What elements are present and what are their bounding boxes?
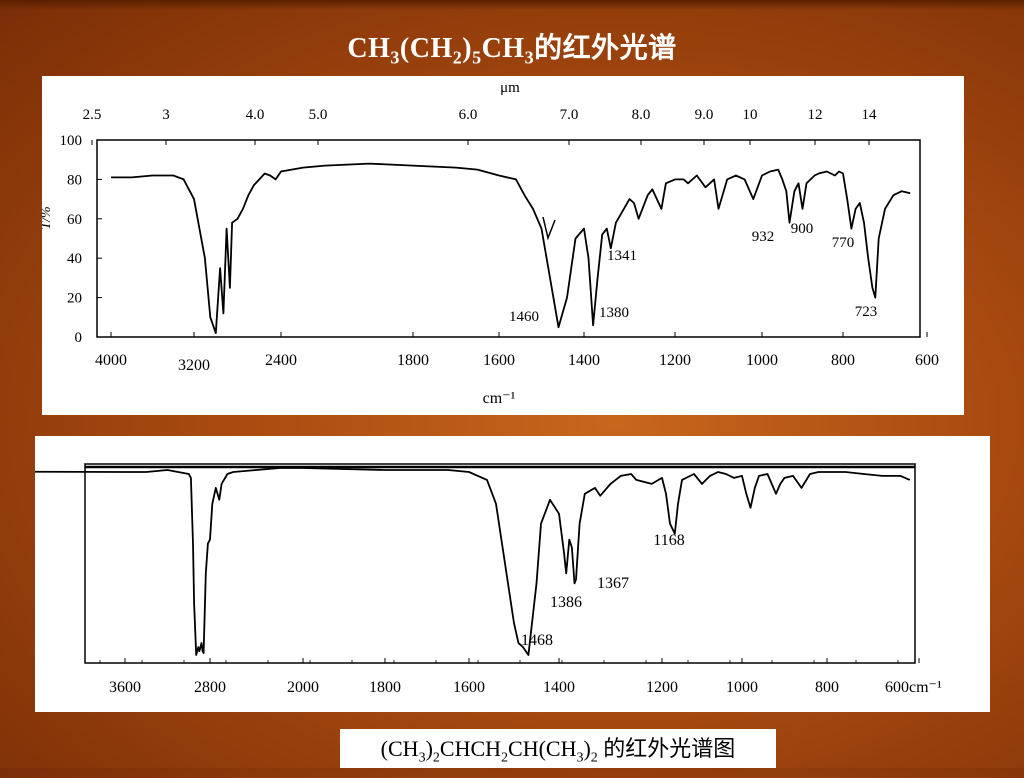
x-tick-label: 1600	[453, 679, 485, 696]
ir-spectrum-heptane: μm 2.5 3 4.0 5.0 6.0 7.0 8.0 9.0 10 12 14 100 80 60 40 2…	[42, 80, 939, 407]
x-tick-label: 2800	[194, 679, 226, 696]
top-tick-label: 3	[162, 107, 170, 123]
title-sub-2: 2	[452, 47, 463, 68]
top-tick-label: 14	[862, 107, 878, 123]
x-tick-label: 1200	[659, 352, 691, 369]
caption-sub-1: 3	[418, 750, 426, 766]
y-tick-label: 100	[60, 133, 83, 149]
title-text-2: (CH	[399, 33, 453, 64]
plot-frame	[96, 139, 921, 338]
y-tick-label: 40	[67, 251, 82, 267]
caption-sub-4: 3	[576, 750, 584, 766]
figure-caption: (CH3)2CHCH2CH(CH3)2 的红外光谱图	[340, 729, 776, 768]
peak-label-1468: 1468	[521, 632, 553, 649]
x-tick-label: 800	[815, 679, 839, 696]
plot-frame	[84, 463, 916, 664]
title-sub-3: 5	[472, 47, 482, 68]
top-tick-label: 8.0	[632, 107, 651, 123]
caption-text-2: )	[425, 736, 433, 761]
caption-text-5: )	[583, 736, 591, 761]
spectrum-panel-heptane: μm 2.5 3 4.0 5.0 6.0 7.0 8.0 9.0 10 12 14 100 80 60 40 2…	[42, 76, 964, 415]
peak-label-1341: 1341	[607, 248, 637, 264]
peak-label-1386: 1386	[550, 594, 582, 611]
caption-text-3: CHCH	[439, 736, 502, 761]
top-tick-label: 4.0	[246, 107, 265, 123]
x-axis-label: cm⁻¹	[483, 390, 516, 407]
y-tick-label: 20	[67, 291, 82, 307]
x-tick-label: 1400	[568, 352, 600, 369]
x-tick-label: 600	[915, 352, 939, 369]
top-tick-label: 9.0	[695, 107, 714, 123]
peak-label-770: 770	[832, 235, 855, 251]
top-shadow-band	[0, 0, 1024, 10]
peak-label-932: 932	[752, 229, 775, 245]
top-tick-label: 2.5	[83, 107, 102, 123]
title-text: CH	[347, 33, 391, 64]
y-tick-label: 60	[67, 212, 82, 228]
top-tick-label: 5.0	[309, 107, 328, 123]
title-sub-1: 3	[390, 47, 400, 68]
spectrum-line	[111, 162, 911, 335]
caption-text-4: CH(CH	[508, 736, 577, 761]
y-tick-label: 0	[75, 330, 83, 346]
ir-spectrum-dimethylpentane: 3600 2800 2000 1800 1600 1400 1200 1000 800 600cm…	[35, 463, 942, 696]
top-tick-label: 10	[743, 107, 758, 123]
x-tick-label: 4000	[95, 352, 127, 369]
spectrum-panel-dimethylpentane: 3600 2800 2000 1800 1600 1400 1200 1000 800 600cm…	[35, 436, 990, 712]
caption-sub-2: 2	[432, 750, 440, 766]
top-axis-label: μm	[500, 80, 520, 96]
title-text-5: 的红外光谱	[534, 33, 677, 64]
x-tick-label: 2000	[287, 679, 319, 696]
peak-label-1460: 1460	[509, 309, 539, 325]
top-tick-label: 7.0	[560, 107, 579, 123]
caption-text-6: 的红外光谱图	[597, 736, 736, 761]
top-tick-label: 6.0	[459, 107, 478, 123]
x-tick-label: 1400	[543, 679, 575, 696]
y-axis-label: T/%	[42, 206, 54, 229]
x-tick-label: 1800	[397, 352, 429, 369]
x-tick-label: 2400	[265, 352, 297, 369]
top-tick-label: 12	[808, 107, 823, 123]
x-tick-label: 1000	[746, 352, 778, 369]
caption-text-1: (CH	[380, 736, 419, 761]
peak-label-1380: 1380	[599, 305, 629, 321]
peak-marker	[542, 216, 556, 241]
peak-label-1367: 1367	[597, 575, 629, 592]
peak-label-723: 723	[855, 304, 878, 320]
x-tick-label: 1200	[646, 679, 678, 696]
title-text-3: )	[462, 33, 473, 64]
x-tick-label: 800	[831, 352, 855, 369]
x-tick-label: 3200	[178, 357, 210, 374]
title-sub-4: 3	[524, 47, 535, 68]
title-text-4: CH	[481, 33, 525, 64]
x-tick-label: 3600	[109, 679, 141, 696]
spectrum-line	[35, 467, 911, 656]
y-tick-label: 80	[67, 172, 82, 188]
caption-sub-3: 2	[501, 750, 509, 766]
x-tick-label: 600cm⁻¹	[885, 679, 942, 696]
x-tick-label: 1000	[726, 679, 758, 696]
peak-label-900: 900	[791, 221, 814, 237]
x-tick-label: 1800	[369, 679, 401, 696]
caption-sub-5: 2	[590, 750, 598, 766]
slide-title: CH3(CH2)5CH3的红外光谱	[0, 26, 1024, 69]
peak-label-1168: 1168	[653, 532, 684, 549]
x-tick-label: 1600	[483, 352, 515, 369]
